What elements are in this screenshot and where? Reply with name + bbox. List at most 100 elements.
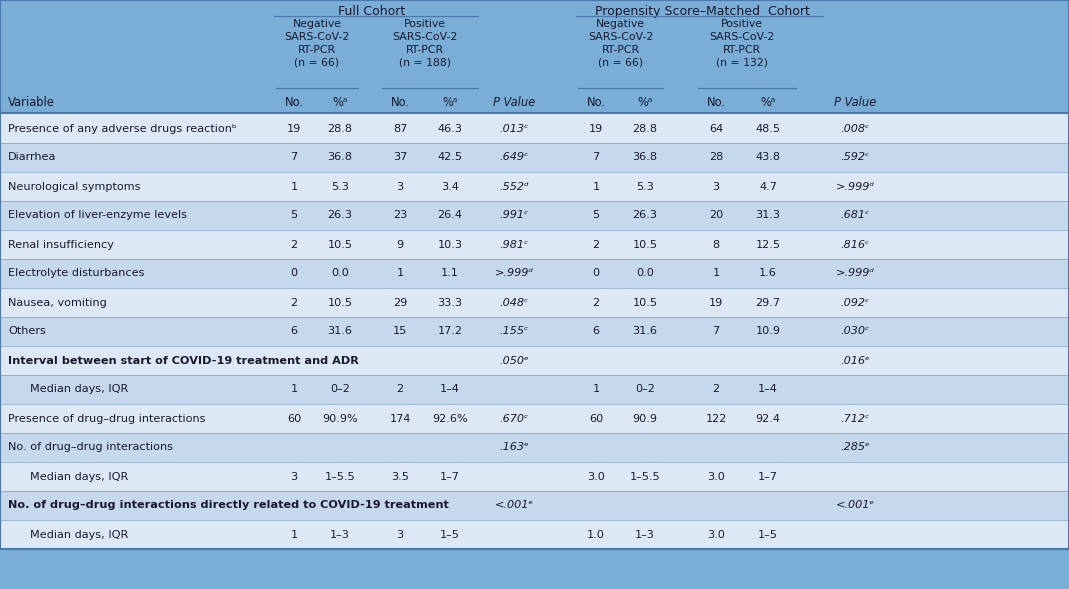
Text: 3.0: 3.0 — [587, 472, 605, 481]
Text: 1.1: 1.1 — [441, 269, 459, 279]
Text: 28.8: 28.8 — [327, 124, 353, 134]
Text: 2: 2 — [712, 385, 719, 395]
Text: 2: 2 — [592, 240, 600, 250]
Text: .552ᵈ: .552ᵈ — [499, 181, 529, 191]
Text: Presence of any adverse drugs reactionᵇ: Presence of any adverse drugs reactionᵇ — [7, 124, 236, 134]
Text: >.999ᵈ: >.999ᵈ — [495, 269, 533, 279]
Text: 7: 7 — [712, 326, 719, 336]
Text: .649ᶜ: .649ᶜ — [499, 153, 528, 163]
Text: 37: 37 — [393, 153, 407, 163]
Text: Diarrhea: Diarrhea — [7, 153, 57, 163]
Text: 3: 3 — [397, 181, 404, 191]
Bar — [0, 172, 1069, 201]
Text: 19: 19 — [589, 124, 603, 134]
Text: 1–4: 1–4 — [440, 385, 460, 395]
Text: 2: 2 — [592, 297, 600, 307]
Text: Presence of drug–drug interactions: Presence of drug–drug interactions — [7, 413, 205, 423]
Text: 92.4: 92.4 — [756, 413, 780, 423]
Bar — [0, 433, 1069, 462]
Text: 3.0: 3.0 — [707, 472, 725, 481]
Text: 23: 23 — [393, 210, 407, 220]
Text: .050ᵉ: .050ᵉ — [499, 356, 529, 366]
Bar — [0, 404, 1069, 433]
Text: .048ᶜ: .048ᶜ — [499, 297, 528, 307]
Text: 12.5: 12.5 — [756, 240, 780, 250]
Text: 1: 1 — [712, 269, 719, 279]
Text: 31.6: 31.6 — [327, 326, 353, 336]
Text: No.: No. — [707, 95, 726, 108]
Text: 7: 7 — [291, 153, 297, 163]
Text: 10.9: 10.9 — [756, 326, 780, 336]
Text: Median days, IQR: Median days, IQR — [30, 530, 128, 540]
Text: 1: 1 — [397, 269, 404, 279]
Text: 0–2: 0–2 — [635, 385, 655, 395]
Text: Renal insufficiency: Renal insufficiency — [7, 240, 114, 250]
Text: 10.5: 10.5 — [327, 297, 353, 307]
Text: 90.9%: 90.9% — [322, 413, 358, 423]
Text: 15: 15 — [393, 326, 407, 336]
Text: .592ᶜ: .592ᶜ — [840, 153, 869, 163]
Text: %ᵃ: %ᵃ — [637, 95, 653, 108]
Text: 174: 174 — [389, 413, 410, 423]
Text: >.999ᵈ: >.999ᵈ — [836, 269, 874, 279]
Text: .991ᶜ: .991ᶜ — [499, 210, 528, 220]
Bar — [0, 230, 1069, 259]
Text: 10.5: 10.5 — [633, 240, 657, 250]
Text: 1: 1 — [291, 530, 297, 540]
Text: 26.4: 26.4 — [437, 210, 463, 220]
Text: .681ᶜ: .681ᶜ — [840, 210, 869, 220]
Text: 1: 1 — [592, 385, 600, 395]
Text: 60: 60 — [286, 413, 301, 423]
Text: 1–3: 1–3 — [635, 530, 655, 540]
Text: 19: 19 — [709, 297, 723, 307]
Bar — [0, 259, 1069, 288]
Text: 7: 7 — [592, 153, 600, 163]
Text: <.001ᵉ: <.001ᵉ — [495, 501, 533, 511]
Text: 28: 28 — [709, 153, 723, 163]
Text: .008ᶜ: .008ᶜ — [840, 124, 869, 134]
Text: 20: 20 — [709, 210, 723, 220]
Bar — [0, 143, 1069, 172]
Text: 6: 6 — [291, 326, 297, 336]
Text: 1: 1 — [592, 181, 600, 191]
Bar — [0, 462, 1069, 491]
Text: 1: 1 — [291, 181, 297, 191]
Text: 92.6%: 92.6% — [432, 413, 468, 423]
Text: No.: No. — [587, 95, 605, 108]
Text: P Value: P Value — [493, 95, 536, 108]
Text: .030ᶜ: .030ᶜ — [840, 326, 869, 336]
Bar — [0, 317, 1069, 346]
Text: 87: 87 — [393, 124, 407, 134]
Text: 3.4: 3.4 — [441, 181, 459, 191]
Text: 1–5: 1–5 — [758, 530, 778, 540]
Text: 0.0: 0.0 — [636, 269, 654, 279]
Text: 1–5.5: 1–5.5 — [630, 472, 661, 481]
Text: 5.3: 5.3 — [331, 181, 348, 191]
Text: Positive
SARS-CoV-2
RT-PCR
(n = 188): Positive SARS-CoV-2 RT-PCR (n = 188) — [392, 19, 458, 67]
Text: Full Cohort: Full Cohort — [339, 5, 405, 18]
Text: 1.0: 1.0 — [587, 530, 605, 540]
Text: Median days, IQR: Median days, IQR — [30, 472, 128, 481]
Text: .285ᵉ: .285ᵉ — [840, 442, 870, 452]
Text: .981ᶜ: .981ᶜ — [499, 240, 528, 250]
Text: 42.5: 42.5 — [437, 153, 463, 163]
Text: 36.8: 36.8 — [327, 153, 353, 163]
Text: 26.3: 26.3 — [633, 210, 657, 220]
Text: 46.3: 46.3 — [437, 124, 463, 134]
Text: 10.5: 10.5 — [633, 297, 657, 307]
Text: No.: No. — [284, 95, 304, 108]
Text: .163ᵉ: .163ᵉ — [499, 442, 529, 452]
Text: 90.9: 90.9 — [633, 413, 657, 423]
Text: 4.7: 4.7 — [759, 181, 777, 191]
Text: <.001ᵉ: <.001ᵉ — [836, 501, 874, 511]
Text: 6: 6 — [592, 326, 600, 336]
Text: Electrolyte disturbances: Electrolyte disturbances — [7, 269, 144, 279]
Text: 2: 2 — [397, 385, 404, 395]
Text: 0: 0 — [592, 269, 600, 279]
Text: Others: Others — [7, 326, 46, 336]
Text: .712ᶜ: .712ᶜ — [840, 413, 869, 423]
Text: 0.0: 0.0 — [331, 269, 348, 279]
Text: P Value: P Value — [834, 95, 877, 108]
Text: 33.3: 33.3 — [437, 297, 463, 307]
Text: 1–5: 1–5 — [440, 530, 460, 540]
